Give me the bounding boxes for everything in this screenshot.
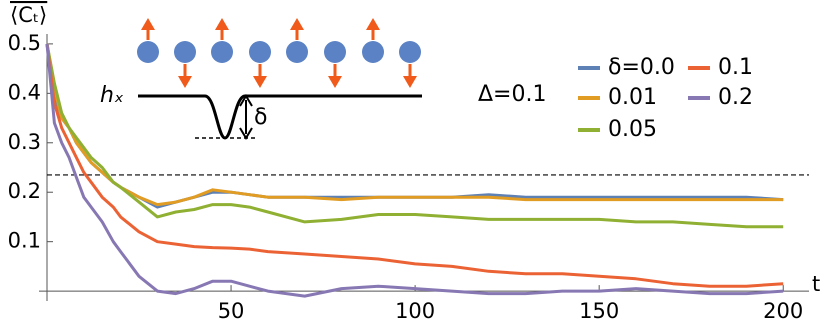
y-tick-label: 0.3 [8, 130, 41, 154]
annotation: Δ=0.1 [478, 82, 546, 107]
series-line [45, 43, 784, 207]
spin-arrowhead [141, 18, 155, 30]
spins [137, 18, 421, 88]
spin-arrowhead [328, 76, 342, 88]
y-tick-label: 0.5 [8, 31, 41, 55]
spin-arrowhead [178, 76, 192, 88]
spin-arrowhead [253, 76, 267, 88]
inset-label: hₓ [100, 83, 124, 108]
spin [324, 41, 346, 63]
y-tick-label: 0.4 [8, 80, 41, 104]
inset-arrowheads [239, 94, 253, 140]
y-axis-label: ⟨Cₜ⟩ [10, 3, 47, 27]
spin [174, 41, 196, 63]
legend-label: 0.05 [608, 117, 657, 142]
spin [211, 41, 233, 63]
legend-label: 0.2 [718, 85, 753, 110]
spin-arrowhead [215, 18, 229, 30]
y-tick-label: 0.2 [8, 179, 41, 203]
spin-arrowhead [366, 18, 380, 30]
y-tick-label: 0.1 [8, 229, 41, 253]
x-tick-label: 150 [579, 299, 619, 323]
spin [362, 41, 384, 63]
legend-label: 0.01 [608, 85, 657, 110]
x-tick-label: 100 [395, 299, 435, 323]
x-tick-label: 50 [218, 299, 245, 323]
series-line [45, 43, 784, 229]
inset [137, 18, 422, 140]
series-line [45, 43, 784, 288]
x-axis-label: t [812, 272, 820, 296]
spin [249, 41, 271, 63]
spin-arrowhead [403, 76, 417, 88]
spin [286, 41, 308, 63]
x-tick-label: 200 [763, 299, 803, 323]
legend-label: 0.1 [718, 55, 753, 80]
series-line [45, 43, 784, 298]
spin [399, 41, 421, 63]
spin [137, 41, 159, 63]
inset-label: δ [254, 105, 267, 130]
spin-arrowhead [290, 18, 304, 30]
legend-label: δ=0.0 [608, 55, 675, 80]
inset-field [138, 94, 422, 140]
